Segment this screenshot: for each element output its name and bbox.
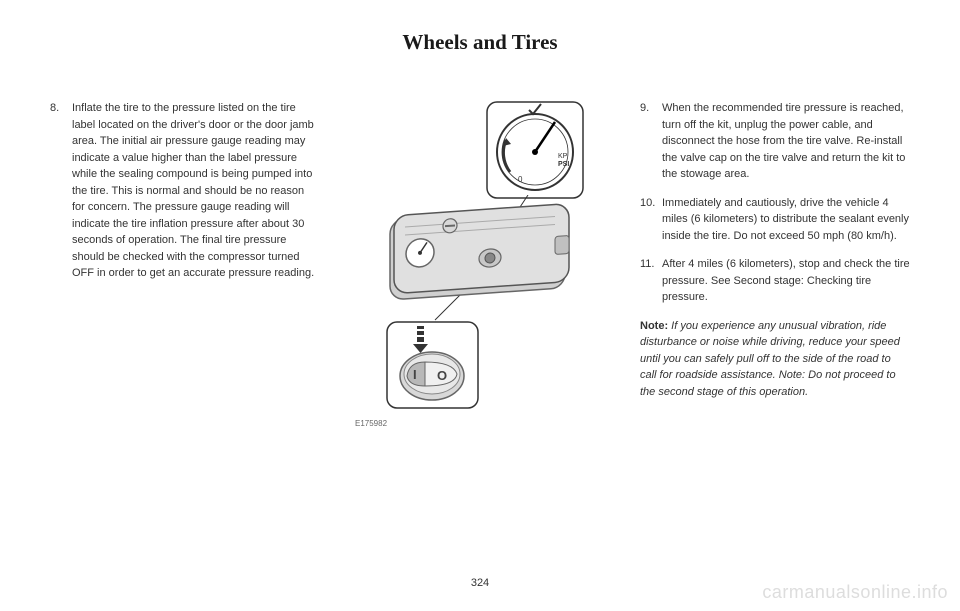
compressor-illustration: [380, 195, 580, 305]
note-paragraph: Note: If you experience any unusual vibr…: [640, 318, 910, 401]
list-number: 9.: [640, 100, 662, 183]
switch-off-label: O: [437, 368, 447, 383]
gauge-kp-label: KP: [558, 153, 568, 160]
page-container: Wheels and Tires 8. Inflate the tire to …: [0, 0, 960, 611]
right-column: 9. When the recommended tire pressure is…: [640, 100, 910, 430]
list-item: 11. After 4 miles (6 kilometers), stop a…: [640, 256, 910, 306]
list-text: Immediately and cautiously, drive the ve…: [662, 195, 910, 245]
list-item: 10. Immediately and cautiously, drive th…: [640, 195, 910, 245]
gauge-callout: KP PSI 0: [485, 100, 585, 200]
gauge-psi-label: PSI: [558, 161, 569, 168]
page-title: Wheels and Tires: [50, 30, 910, 55]
note-label: Note:: [640, 320, 668, 332]
list-number: 8.: [50, 100, 72, 282]
list-number: 11.: [640, 256, 662, 306]
list-number: 10.: [640, 195, 662, 245]
list-text: When the recommended tire pressure is re…: [662, 100, 910, 183]
list-item: 9. When the recommended tire pressure is…: [640, 100, 910, 183]
gauge-zero: 0: [518, 175, 523, 184]
left-column: 8. Inflate the tire to the pressure list…: [50, 100, 320, 430]
content-columns: 8. Inflate the tire to the pressure list…: [50, 100, 910, 430]
switch-on-label: I: [413, 367, 417, 382]
page-number: 324: [471, 577, 489, 589]
switch-callout: I O: [385, 320, 480, 410]
note-body: If you experience any unusual vibration,…: [640, 320, 900, 398]
list-item: 8. Inflate the tire to the pressure list…: [50, 100, 320, 282]
illustration-container: KP PSI 0: [355, 100, 605, 410]
watermark: carmanualsonline.info: [762, 582, 948, 603]
illustration-code: E175982: [355, 418, 387, 430]
list-text: After 4 miles (6 kilometers), stop and c…: [662, 256, 910, 306]
middle-column: KP PSI 0: [345, 100, 615, 430]
list-text: Inflate the tire to the pressure listed …: [72, 100, 320, 282]
